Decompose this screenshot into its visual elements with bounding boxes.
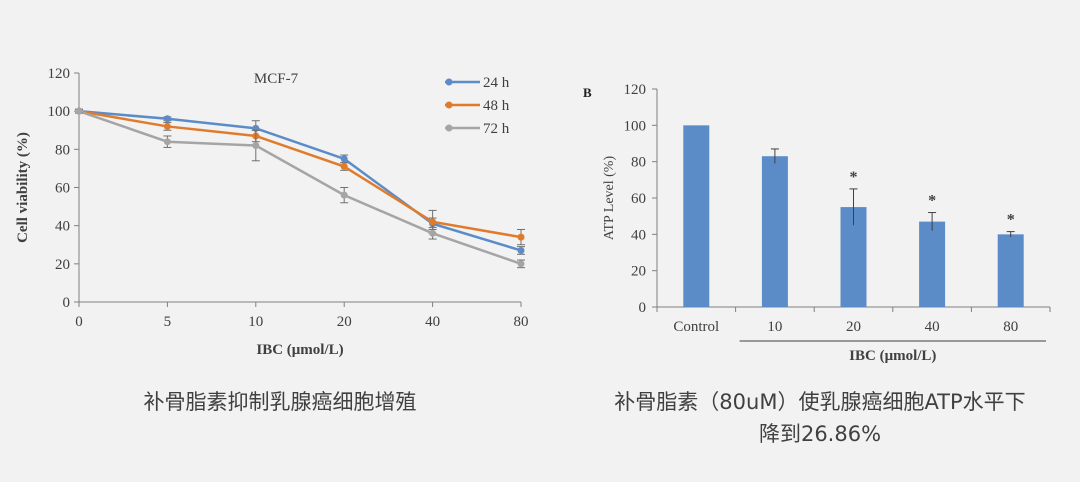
x-tick-label: 5 [164,314,172,330]
y-tick-label: 20 [631,264,646,280]
data-point [75,107,83,115]
right-caption-line-1: 补骨脂素（80uM）使乳腺癌细胞ATP水平下 [614,390,1026,414]
legend-marker [445,78,453,86]
y-tick-label: 100 [48,104,71,120]
data-point [163,115,171,123]
data-point [517,233,525,241]
data-point [163,138,171,146]
y-axis-label: Cell viability (%) [15,132,31,243]
y-tick-label: 60 [631,191,646,207]
series-line [78,109,522,266]
data-point [340,155,348,163]
data-point [429,218,437,226]
x-tick-label: 40 [425,314,440,330]
x-tick-label: 80 [514,314,529,330]
significance-marker: * [850,169,858,186]
significance-marker: * [928,193,936,210]
x-tick-label: Control [673,319,719,335]
y-tick-label: 120 [48,66,71,82]
bar-chart: B 0 20 40 60 80 100 120 Control 10 * 20 * 40 * 80 IBC (μ… [583,82,1051,364]
y-tick-label: 40 [55,219,70,235]
x-tick-label: 20 [846,319,861,335]
x-tick-label: 10 [767,319,782,335]
y-tick-label: 60 [55,181,70,197]
bar [919,221,946,307]
bar [683,125,710,307]
data-point [429,229,437,237]
x-tick-label: 80 [1003,319,1018,335]
right-caption: 补骨脂素（80uM）使乳腺癌细胞ATP水平下 降到26.86% [560,386,1080,450]
y-tick-label: 0 [63,295,71,311]
legend-marker [445,124,453,132]
bar [997,234,1024,307]
x-axis-label: IBC (μmol/L) [849,348,936,364]
y-tick-label: 20 [55,257,70,273]
series-line [78,109,522,252]
legend-marker [445,101,453,109]
left-caption-text: 补骨脂素抑制乳腺癌细胞增殖 [143,390,417,414]
y-tick-label: 120 [624,82,647,98]
data-point [340,163,348,171]
bar [761,156,788,307]
legend-label: 72 h [483,121,510,137]
data-point [340,191,348,199]
data-point [252,142,260,150]
x-tick-label: 40 [925,319,940,335]
line-chart: 0 20 40 60 80 100 120 0 5 10 20 40 80 IBC (μmol/L) Cel… [15,66,529,358]
legend-label: 24 h [483,75,510,91]
data-point [163,122,171,130]
x-tick-label: 0 [75,314,83,330]
y-tick-label: 0 [639,300,647,316]
panel-label: B [583,85,592,100]
series-line [78,109,522,239]
data-point [517,260,525,268]
chart-title: MCF-7 [254,71,299,87]
y-tick-label: 100 [624,118,647,134]
y-tick-label: 80 [55,142,70,158]
data-point [517,246,525,254]
y-tick-label: 40 [631,227,646,243]
legend-label: 48 h [483,98,510,114]
x-tick-label: 20 [337,314,352,330]
significance-marker: * [1007,212,1015,229]
x-axis-label: IBC (μmol/L) [256,342,343,358]
y-tick-label: 80 [631,155,646,171]
left-caption: 补骨脂素抑制乳腺癌细胞增殖 [60,386,500,418]
x-tick-label: 10 [248,314,263,330]
y-axis-label: ATP Level (%) [602,156,617,241]
right-caption-line-2: 降到26.86% [758,422,882,446]
